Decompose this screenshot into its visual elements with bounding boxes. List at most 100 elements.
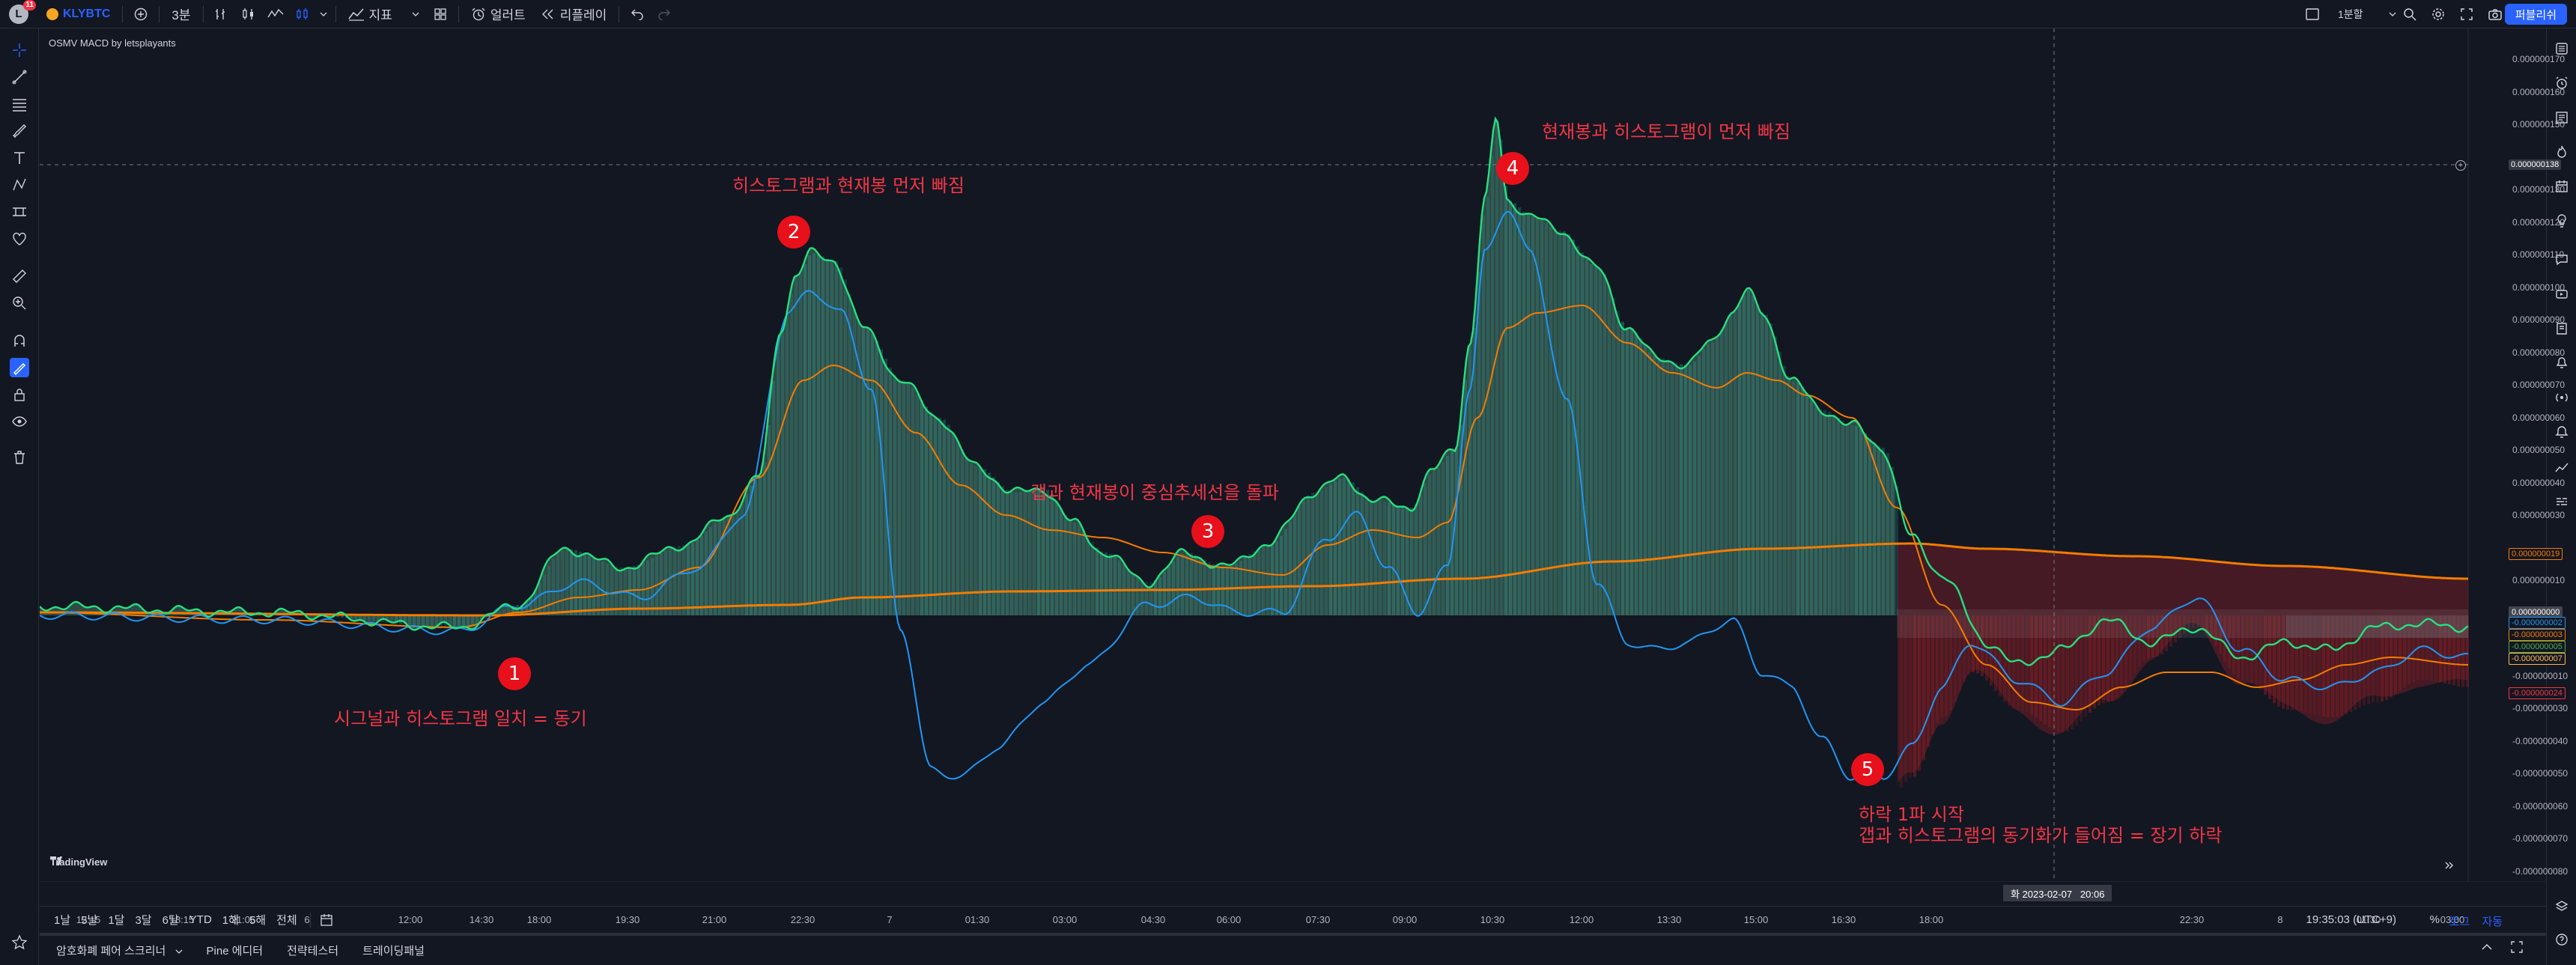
calendar-icon[interactable] xyxy=(2552,177,2572,196)
indicators-button[interactable]: 지표 xyxy=(341,0,427,28)
timezone-clock[interactable]: 19:35:03 (UTC+9) xyxy=(2306,913,2396,926)
text-icon[interactable] xyxy=(10,148,29,168)
ideas-icon[interactable] xyxy=(2552,211,2572,231)
histogram-bar xyxy=(1810,399,1813,615)
pattern-icon[interactable] xyxy=(10,175,29,195)
annotation-text-3: 갭과 현재봉이 중심추세선을 돌파 xyxy=(1030,482,1280,503)
pulse-icon[interactable] xyxy=(2552,353,2572,373)
replay-button[interactable]: 리플레이 xyxy=(533,0,615,28)
histogram-bar xyxy=(718,519,721,615)
tab-pine-editor[interactable]: Pine 에디터 xyxy=(206,945,264,958)
fullscreen-icon[interactable] xyxy=(2453,0,2480,28)
indicator-title[interactable]: OSMV MACD by letsplayants xyxy=(49,37,176,49)
range-1d[interactable]: 1날 xyxy=(54,914,71,927)
notifications-icon[interactable] xyxy=(2552,422,2572,442)
symbol-search[interactable]: KLYBTC xyxy=(39,0,118,28)
tab-crypto-screener[interactable]: 암호화폐 페어 스크리너 xyxy=(44,943,195,958)
maximize-panel-icon[interactable] xyxy=(2510,940,2524,958)
candle-style-icon[interactable] xyxy=(235,0,262,28)
chart-icon[interactable] xyxy=(2552,458,2572,478)
brush-icon[interactable] xyxy=(10,121,29,141)
log-scale-toggle[interactable]: 로그 xyxy=(2449,916,2470,928)
histogram-bar xyxy=(1491,155,1494,615)
histogram-bar xyxy=(660,552,663,615)
collapse-panel-icon[interactable] xyxy=(2480,942,2494,956)
broadcast-icon[interactable] xyxy=(2552,388,2572,407)
crosshair-add-icon[interactable]: + xyxy=(2455,160,2466,171)
bar-style-icon[interactable] xyxy=(208,0,235,28)
histogram-bar xyxy=(1347,478,1350,615)
notes-icon[interactable] xyxy=(2552,319,2572,338)
layers-icon[interactable] xyxy=(2552,897,2572,916)
zoom-icon[interactable] xyxy=(10,293,29,313)
magnet-icon[interactable] xyxy=(10,331,29,350)
histogram-bar xyxy=(2399,615,2402,691)
histogram-bar xyxy=(777,343,780,615)
star-icon[interactable] xyxy=(10,933,29,952)
streams-icon[interactable] xyxy=(2552,284,2572,304)
trash-icon[interactable] xyxy=(10,448,29,467)
crosshair-icon[interactable] xyxy=(10,40,29,60)
publish-button[interactable]: 퍼블리쉬 xyxy=(2504,4,2567,25)
tab-strategy-tester[interactable]: 전략테스터 xyxy=(287,945,339,958)
fib-icon[interactable] xyxy=(10,94,29,114)
auto-scale-toggle[interactable]: 자동 xyxy=(2482,916,2503,928)
undo-icon[interactable] xyxy=(624,0,651,28)
histogram-bar xyxy=(1127,568,1130,615)
range-6m[interactable]: 6달 xyxy=(162,914,179,927)
range-5y[interactable]: 5해 xyxy=(249,914,267,927)
redo-icon[interactable] xyxy=(651,0,678,28)
range-1m[interactable]: 1달 xyxy=(108,914,125,927)
histogram-bar xyxy=(422,615,425,627)
eye-icon[interactable] xyxy=(10,412,29,431)
chevron-down-icon[interactable] xyxy=(316,0,331,28)
histogram-bar xyxy=(2291,615,2294,710)
range-1y[interactable]: 1해 xyxy=(222,914,239,927)
layout-select-icon[interactable] xyxy=(2299,0,2326,28)
interval-button[interactable]: 3분 xyxy=(171,8,191,22)
tab-trading-panel[interactable]: 트레이딩패널 xyxy=(362,945,425,958)
chart-pane[interactable]: OSMV MACD by letsplayants TradingView 1 … xyxy=(40,28,2568,925)
histogram-bar xyxy=(1931,615,1934,734)
goto-date-icon[interactable] xyxy=(318,912,335,928)
annotation-text-2: 히스토그램과 현재봉 먼저 빠짐 xyxy=(732,175,965,196)
alarm-icon[interactable] xyxy=(2552,73,2572,93)
histogram-bar xyxy=(404,615,407,625)
measure-icon[interactable] xyxy=(10,202,29,222)
histogram-bar xyxy=(1392,504,1395,615)
drawing-mode-icon[interactable] xyxy=(10,358,29,377)
chat-icon[interactable] xyxy=(2552,250,2572,270)
layout-split-button[interactable]: 1분할 xyxy=(2330,0,2404,28)
range-all[interactable]: 전체 xyxy=(276,914,297,927)
heikin-style-icon[interactable] xyxy=(289,0,316,28)
time-axis-label: 8 xyxy=(2277,914,2283,925)
templates-icon[interactable] xyxy=(427,0,454,28)
alert-button[interactable]: 얼러트 xyxy=(464,0,533,28)
gear-icon[interactable] xyxy=(2425,0,2452,28)
histogram-bar xyxy=(2039,615,2042,721)
macd-chart-plot[interactable] xyxy=(40,28,2546,882)
line-style-icon[interactable] xyxy=(262,0,289,28)
heart-icon[interactable] xyxy=(10,229,29,249)
help-icon[interactable] xyxy=(2552,930,2572,949)
lock-icon[interactable] xyxy=(10,385,29,404)
percent-scale-toggle[interactable]: % xyxy=(2429,913,2440,926)
hotlist-icon[interactable] xyxy=(2552,142,2572,162)
compare-add-icon[interactable] xyxy=(127,0,154,28)
scroll-to-realtime-icon[interactable] xyxy=(2443,860,2457,874)
histogram-bar xyxy=(898,379,901,615)
histogram-bar xyxy=(1046,490,1049,615)
dom-icon[interactable] xyxy=(2552,493,2572,512)
watchlist-icon[interactable] xyxy=(2552,39,2572,58)
time-axis-label: 12:15 xyxy=(76,914,101,925)
camera-icon[interactable] xyxy=(2482,0,2509,28)
avatar[interactable]: L 11 xyxy=(9,0,36,24)
ruler-icon[interactable] xyxy=(10,267,29,286)
search-icon[interactable] xyxy=(2396,0,2423,28)
histogram-bar xyxy=(1949,615,1952,710)
trendline-icon[interactable] xyxy=(10,67,29,87)
news-icon[interactable] xyxy=(2552,108,2572,127)
range-ytd[interactable]: YTD xyxy=(189,913,212,926)
range-5d[interactable]: 5날 xyxy=(81,914,98,927)
range-3m[interactable]: 3달 xyxy=(135,914,152,927)
